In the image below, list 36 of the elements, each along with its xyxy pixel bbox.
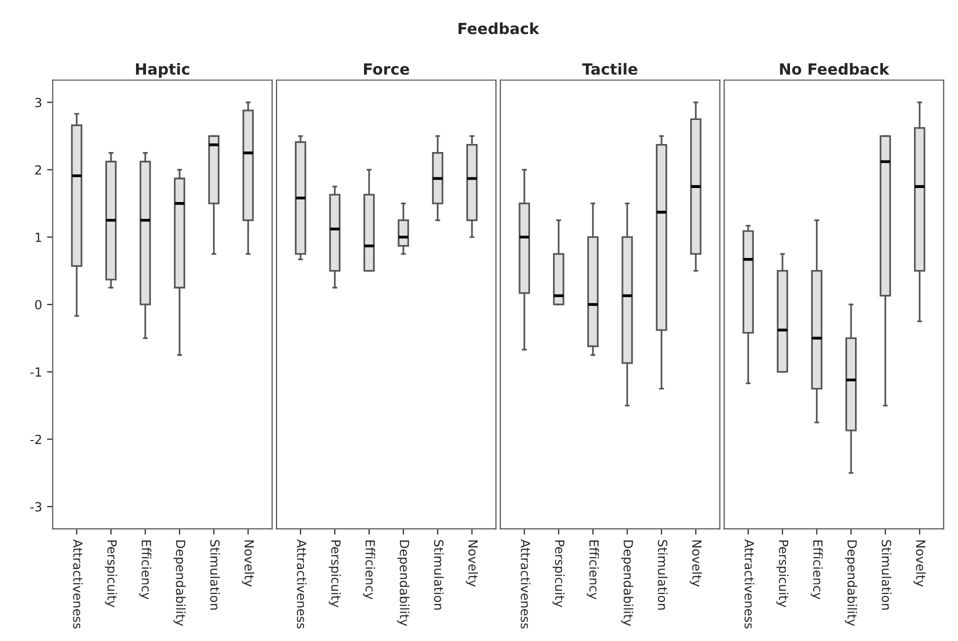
x-tick-label: Stimulation xyxy=(434,540,444,610)
x-tick-label: Perspicuity xyxy=(776,540,789,608)
y-tick-label: 1 xyxy=(36,232,42,242)
y-tick-label: 3 xyxy=(35,98,42,108)
x-tick-label: Attractiveness xyxy=(73,539,83,629)
chart-title: No Feedback xyxy=(780,62,890,75)
x-tick-label: Novelty xyxy=(914,540,926,587)
x-tick-label: Novelty xyxy=(690,540,702,587)
chart-title: Haptic xyxy=(136,62,190,78)
chart-title: Force xyxy=(364,63,410,75)
x-tick-label: Dependability xyxy=(397,540,410,626)
x-tick-label: Stimulation xyxy=(882,540,892,610)
y-tick-label: -2 xyxy=(30,434,42,444)
x-tick-label: Dependability xyxy=(621,540,634,626)
x-tick-label: Perspicuity xyxy=(328,540,341,608)
x-tick-label: Attractiveness xyxy=(296,539,307,629)
x-tick-label: Novelty xyxy=(242,540,254,587)
x-tick-label: Efficiency xyxy=(586,540,599,600)
x-tick-label: Dependability xyxy=(174,540,186,626)
x-tick-label: Stimulation xyxy=(658,540,668,610)
y-tick-label: -3 xyxy=(30,502,42,512)
x-tick-label: Efficiency xyxy=(139,540,152,600)
x-tick-label: Perspicuity xyxy=(104,540,118,608)
y-tick-label: -1 xyxy=(30,367,42,377)
y-tick-label: 2 xyxy=(35,165,42,174)
text: Feedback xyxy=(458,22,540,34)
x-tick-label: Efficiency xyxy=(810,540,823,600)
x-tick-label: Attractiveness xyxy=(744,539,754,629)
chart-title: Tactile xyxy=(582,62,638,75)
y-tick-label: 0 xyxy=(35,300,42,310)
x-tick-label: Attractiveness xyxy=(520,539,530,629)
x-tick-label: Efficiency xyxy=(363,540,376,600)
x-tick-label: Stimulation xyxy=(210,540,220,610)
x-tick-label: Perspicuity xyxy=(552,540,565,608)
x-tick-label: Novelty xyxy=(466,540,478,587)
x-tick-label: Dependability xyxy=(845,540,858,626)
